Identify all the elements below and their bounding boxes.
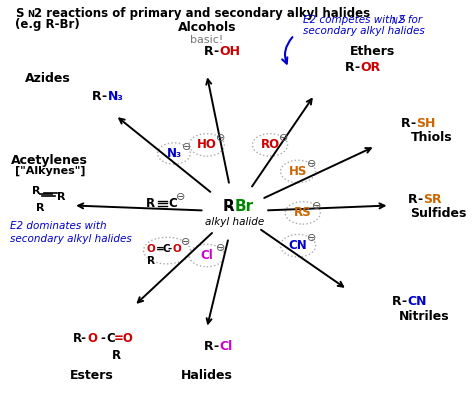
Text: ["Alkynes"]: ["Alkynes"] xyxy=(15,166,85,176)
Text: -: - xyxy=(410,117,416,130)
Text: N₃: N₃ xyxy=(108,90,123,104)
Text: C: C xyxy=(106,332,115,345)
Text: Sulfides: Sulfides xyxy=(410,207,467,220)
Text: R: R xyxy=(392,295,401,308)
Text: RS: RS xyxy=(294,206,311,219)
Text: Acetylenes: Acetylenes xyxy=(11,154,88,167)
Text: N: N xyxy=(27,10,34,19)
Text: R: R xyxy=(146,197,155,210)
Text: ⊖: ⊖ xyxy=(308,233,317,243)
Text: O: O xyxy=(173,243,182,254)
Text: R: R xyxy=(32,186,40,196)
Text: -: - xyxy=(354,60,359,74)
Text: R: R xyxy=(408,193,418,206)
Text: R: R xyxy=(204,340,214,353)
Text: N: N xyxy=(392,18,398,26)
Text: alkyl halide: alkyl halide xyxy=(205,217,264,227)
Text: -: - xyxy=(101,90,107,104)
Text: =O: =O xyxy=(114,332,133,345)
Text: Cl: Cl xyxy=(201,249,213,262)
Text: R: R xyxy=(36,203,45,212)
Text: SH: SH xyxy=(417,117,436,130)
Text: R: R xyxy=(345,60,354,74)
Text: -: - xyxy=(214,45,219,58)
Text: O: O xyxy=(146,243,155,254)
Text: HO: HO xyxy=(197,139,217,151)
Text: ⊖: ⊖ xyxy=(216,243,226,253)
Text: ⊖: ⊖ xyxy=(181,238,191,247)
Text: ⊖: ⊖ xyxy=(308,159,317,169)
Text: ⊖: ⊖ xyxy=(182,141,192,152)
Text: O: O xyxy=(87,332,97,345)
Text: Cl: Cl xyxy=(220,340,233,353)
Text: Esters: Esters xyxy=(70,369,114,382)
Text: C: C xyxy=(168,197,177,210)
Text: R: R xyxy=(92,90,101,104)
Text: -: - xyxy=(168,243,172,254)
Text: E2 competes with S: E2 competes with S xyxy=(303,15,405,25)
Text: S: S xyxy=(15,7,23,20)
Text: Azides: Azides xyxy=(25,72,71,85)
Text: Ethers: Ethers xyxy=(350,45,396,58)
Text: Nitriles: Nitriles xyxy=(399,309,450,323)
Text: OH: OH xyxy=(220,45,241,58)
Text: C: C xyxy=(162,243,170,254)
Text: R: R xyxy=(57,192,66,202)
Text: (e.g R-Br): (e.g R-Br) xyxy=(15,18,80,31)
Text: ⊖: ⊖ xyxy=(312,201,321,210)
Text: E2 dominates with
secondary alkyl halides: E2 dominates with secondary alkyl halide… xyxy=(10,221,132,244)
Text: R-: R- xyxy=(73,332,87,345)
Text: =: = xyxy=(155,243,164,254)
Text: basic!: basic! xyxy=(190,35,223,45)
Text: CN: CN xyxy=(289,239,308,252)
Text: RO: RO xyxy=(260,139,280,151)
Text: 2 for: 2 for xyxy=(398,15,422,25)
Text: R: R xyxy=(146,256,155,266)
Text: Halides: Halides xyxy=(181,369,233,382)
Text: R: R xyxy=(204,45,214,58)
Text: R: R xyxy=(112,349,121,363)
Text: N₃: N₃ xyxy=(166,147,182,160)
Text: ⊖: ⊖ xyxy=(216,132,226,143)
Text: R: R xyxy=(223,199,235,214)
Text: HS: HS xyxy=(289,165,307,178)
Text: ⊖: ⊖ xyxy=(176,192,186,202)
Text: -: - xyxy=(226,199,233,214)
Text: SR: SR xyxy=(424,193,442,206)
Text: -: - xyxy=(214,340,219,353)
Text: secondary alkyl halides: secondary alkyl halides xyxy=(303,26,425,36)
Text: -: - xyxy=(100,332,105,345)
Text: -: - xyxy=(401,295,406,308)
Text: 2 reactions of primary and secondary alkyl halides: 2 reactions of primary and secondary alk… xyxy=(35,7,371,20)
Text: Thiols: Thiols xyxy=(410,132,452,144)
Text: Br: Br xyxy=(235,199,254,214)
Text: ⊖: ⊖ xyxy=(279,132,289,143)
Text: R: R xyxy=(401,117,410,130)
Text: CN: CN xyxy=(407,295,427,308)
Text: OR: OR xyxy=(360,60,381,74)
Text: Alcohols: Alcohols xyxy=(177,21,236,34)
Text: -: - xyxy=(418,193,423,206)
